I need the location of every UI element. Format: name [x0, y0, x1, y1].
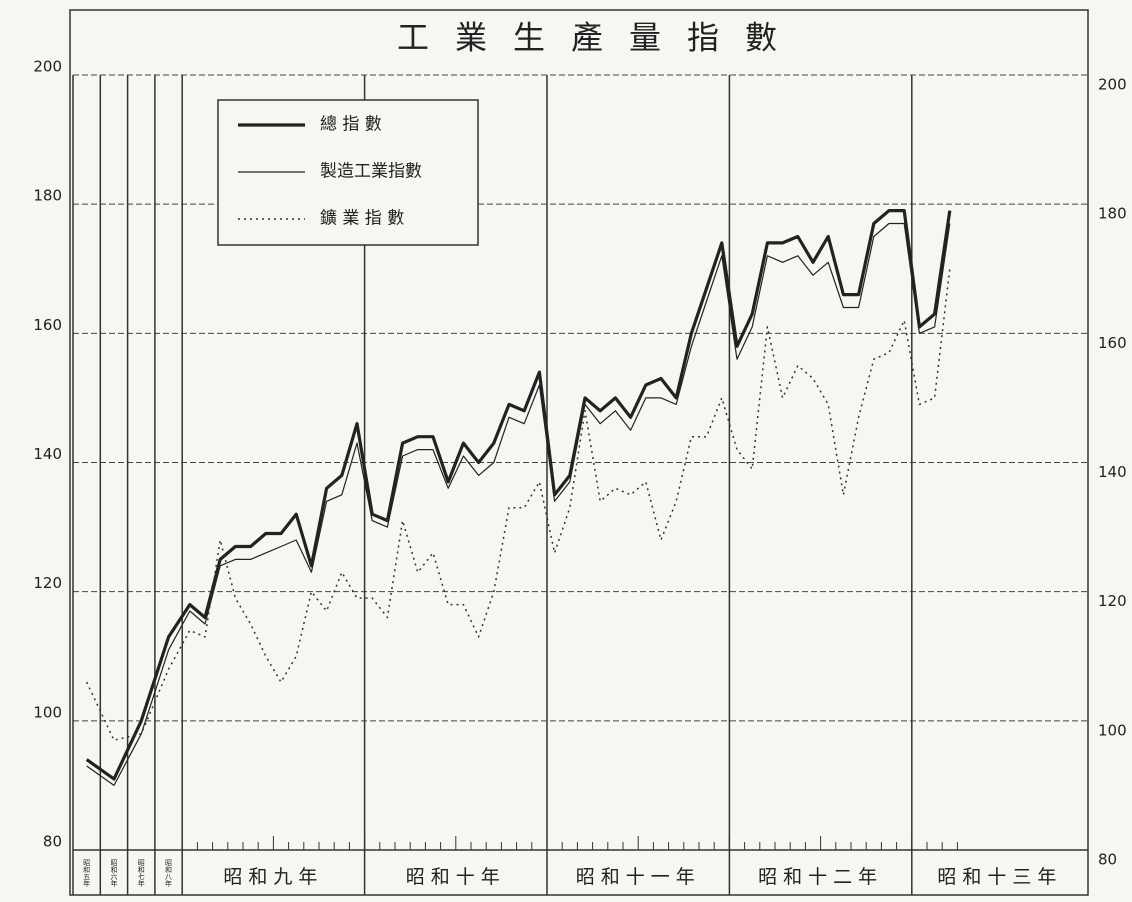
series-line [86, 268, 951, 741]
x-tick-label: 昭和七年 [137, 859, 145, 888]
legend-label: 總 指 數 [320, 115, 382, 135]
x-tick-label: 昭和九年 [223, 866, 323, 888]
y-tick-label: 200 [33, 58, 62, 76]
y-tick-label: 180 [33, 187, 62, 205]
y2-tick-label: 160 [1098, 334, 1127, 352]
x-tick-label: 昭和十三年 [937, 866, 1062, 888]
x-tick-label: 昭和十年 [406, 866, 506, 888]
x-tick-label: 昭和六年 [110, 859, 118, 888]
y-tick-label: 100 [33, 703, 62, 721]
y2-tick-label: 120 [1098, 592, 1127, 610]
x-tick-label: 昭和十一年 [576, 866, 701, 888]
chart-title: 工業生產量指數 [397, 19, 803, 57]
y-tick-label: 120 [33, 574, 62, 592]
series-line [86, 222, 951, 786]
legend-label: 鑛 業 指 數 [320, 209, 404, 229]
x-tick-label: 昭和八年 [165, 859, 173, 888]
y2-tick-label: 100 [1098, 721, 1127, 739]
y2-tick-label: 80 [1098, 851, 1117, 869]
y2-tick-label: 200 [1098, 76, 1127, 94]
frame [69, 9, 1089, 896]
series-line [85, 209, 952, 781]
y-tick-label: 140 [33, 445, 62, 463]
y-tick-label: 160 [33, 316, 62, 334]
x-tick-label: 昭和十二年 [758, 866, 883, 888]
y-tick-label: 80 [43, 833, 62, 851]
legend-label: 製造工業指數 [320, 162, 422, 182]
y2-tick-label: 140 [1098, 463, 1127, 481]
y2-tick-label: 180 [1098, 205, 1127, 223]
x-tick-label: 昭和五年 [83, 859, 91, 888]
